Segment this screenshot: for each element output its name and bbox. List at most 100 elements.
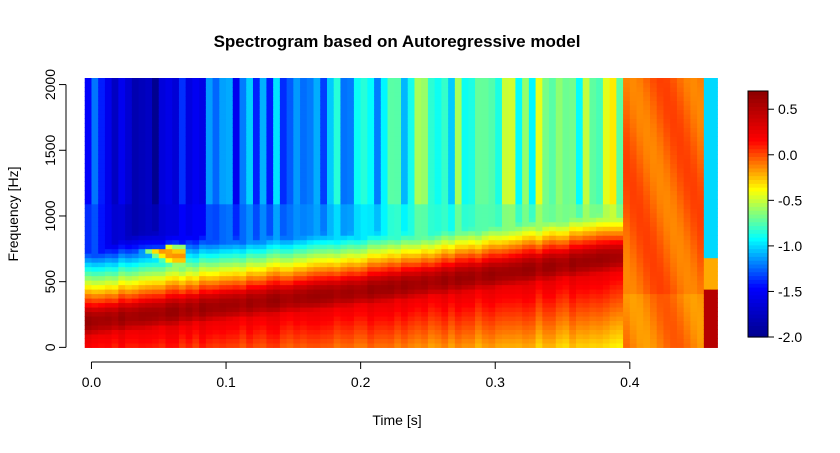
heatmap-cell bbox=[394, 113, 402, 120]
heatmap-cell bbox=[84, 113, 93, 120]
heatmap-cell bbox=[212, 221, 220, 227]
heatmap-cell bbox=[387, 217, 395, 223]
heatmap-cell bbox=[495, 333, 503, 339]
heatmap-cell bbox=[441, 154, 449, 160]
heatmap-cell bbox=[374, 109, 382, 115]
heatmap-cell bbox=[387, 104, 395, 111]
heatmap-cell bbox=[145, 280, 153, 286]
heatmap-cell bbox=[562, 190, 570, 196]
heatmap-cell bbox=[569, 100, 577, 106]
heatmap-cell bbox=[91, 131, 99, 137]
heatmap-cell bbox=[481, 230, 490, 236]
heatmap-cell bbox=[407, 320, 416, 326]
heatmap-cell bbox=[326, 333, 335, 339]
heatmap-cell bbox=[387, 154, 395, 160]
heatmap-cell bbox=[131, 176, 140, 182]
heatmap-cell bbox=[138, 194, 146, 200]
heatmap-cell bbox=[475, 172, 483, 178]
heatmap-cell bbox=[252, 329, 261, 335]
heatmap-cell bbox=[582, 239, 591, 245]
heatmap-cell bbox=[320, 145, 328, 151]
heatmap-cell bbox=[353, 226, 362, 232]
heatmap-cell bbox=[421, 145, 429, 151]
heatmap-cell bbox=[239, 118, 247, 124]
heatmap-cell bbox=[575, 140, 584, 146]
heatmap-cell bbox=[434, 257, 442, 263]
heatmap-cell bbox=[394, 118, 402, 124]
heatmap-cell bbox=[468, 315, 476, 322]
heatmap-cell bbox=[394, 203, 402, 209]
heatmap-cell bbox=[522, 266, 530, 272]
heatmap-cell bbox=[562, 109, 570, 115]
heatmap-cell bbox=[273, 239, 281, 245]
heatmap-cell bbox=[495, 185, 503, 191]
heatmap-cell bbox=[306, 86, 315, 93]
heatmap-cell bbox=[205, 342, 214, 348]
heatmap-cell bbox=[569, 145, 577, 151]
heatmap-cell bbox=[475, 113, 483, 120]
heatmap-cell bbox=[623, 95, 631, 102]
heatmap-cell bbox=[320, 302, 328, 308]
heatmap-cell bbox=[293, 297, 301, 304]
heatmap-cell bbox=[414, 78, 422, 84]
heatmap-cell bbox=[488, 78, 496, 84]
heatmap-cell bbox=[387, 320, 395, 326]
heatmap-cell bbox=[185, 136, 193, 142]
heatmap-cell bbox=[535, 329, 543, 335]
heatmap-cell bbox=[360, 163, 368, 169]
heatmap-cell bbox=[488, 253, 496, 259]
heatmap-cell bbox=[535, 145, 543, 151]
heatmap-cell bbox=[306, 82, 315, 88]
heatmap-cell bbox=[596, 109, 604, 115]
heatmap-cell bbox=[313, 221, 321, 227]
heatmap-cell bbox=[118, 284, 126, 290]
heatmap-cell bbox=[367, 185, 375, 191]
heatmap-cell bbox=[212, 342, 220, 348]
heatmap-cell bbox=[589, 239, 597, 245]
heatmap-cell bbox=[313, 293, 321, 299]
heatmap-cell bbox=[333, 131, 342, 137]
heatmap-cell bbox=[481, 131, 490, 137]
heatmap-cell bbox=[266, 297, 274, 304]
heatmap-cell bbox=[199, 78, 207, 84]
heatmap-cell bbox=[394, 104, 402, 111]
heatmap-cell bbox=[232, 127, 241, 133]
heatmap-cell bbox=[192, 181, 200, 187]
heatmap-cell bbox=[367, 226, 375, 232]
heatmap-cell bbox=[441, 78, 449, 84]
heatmap-cell bbox=[387, 100, 395, 106]
heatmap-cell bbox=[454, 122, 463, 128]
heatmap-cell bbox=[602, 78, 611, 84]
heatmap-cell bbox=[340, 217, 348, 223]
heatmap-cell bbox=[495, 275, 503, 281]
heatmap-cell bbox=[387, 194, 395, 200]
heatmap-cell bbox=[293, 176, 301, 182]
heatmap-cell bbox=[380, 194, 389, 200]
heatmap-cell bbox=[252, 208, 261, 214]
heatmap-cell bbox=[596, 338, 604, 344]
heatmap-cell bbox=[333, 275, 342, 281]
heatmap-cell bbox=[333, 289, 342, 295]
heatmap-cell bbox=[165, 158, 173, 164]
heatmap-cell bbox=[252, 118, 261, 124]
heatmap-cell bbox=[360, 253, 368, 259]
heatmap-cell bbox=[475, 338, 483, 344]
heatmap-cell bbox=[360, 131, 368, 137]
heatmap-cell bbox=[185, 226, 193, 232]
heatmap-cell bbox=[91, 311, 99, 317]
heatmap-cell bbox=[609, 158, 617, 164]
heatmap-cell bbox=[616, 235, 624, 241]
heatmap-cell bbox=[246, 167, 254, 173]
heatmap-cell bbox=[508, 190, 517, 196]
heatmap-cell bbox=[616, 230, 624, 236]
heatmap-cell bbox=[575, 315, 584, 322]
heatmap-cell bbox=[528, 217, 537, 223]
heatmap-cell bbox=[286, 338, 294, 344]
heatmap-cell bbox=[522, 293, 530, 299]
heatmap-cell bbox=[481, 257, 490, 263]
heatmap-cell bbox=[421, 78, 429, 84]
heatmap-cell bbox=[542, 280, 550, 286]
heatmap-cell bbox=[98, 217, 106, 223]
heatmap-cell bbox=[535, 293, 543, 299]
heatmap-cell bbox=[347, 293, 355, 299]
